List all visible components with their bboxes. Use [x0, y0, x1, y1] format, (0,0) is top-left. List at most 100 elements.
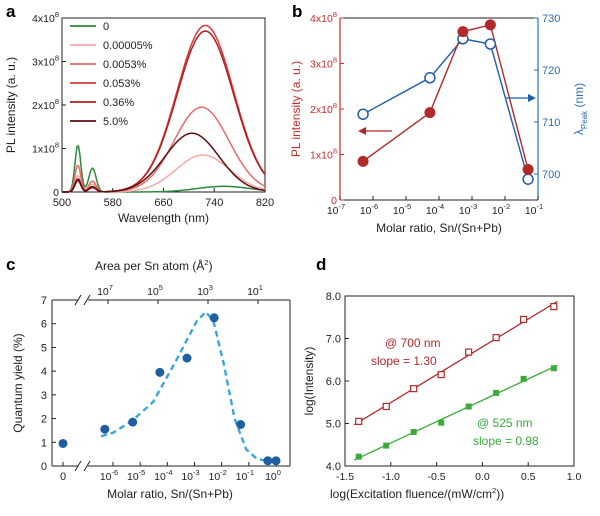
- y-tick-label-a-base: 4x10: [32, 13, 55, 25]
- x-tick-label-b: 10-3: [459, 202, 477, 217]
- y-left-tick-label-b-base: 3x10: [310, 59, 333, 71]
- x-tick-label-b: 10-5: [393, 202, 411, 217]
- x-tick-label-a: 500: [53, 197, 71, 209]
- x2-tick-label-c: 107: [97, 283, 113, 298]
- y-left-tick-label-b-sup: 8: [333, 56, 337, 65]
- data-point-d-700: [492, 334, 500, 342]
- data-point-c: [209, 313, 219, 323]
- x-tick-label-c-one-sup: 0: [277, 468, 281, 477]
- y-left-tick-label-b-sup: 8: [333, 101, 337, 110]
- y-tick-label-a: 2x108: [32, 97, 59, 112]
- y-tick-label-c: 3: [41, 390, 47, 402]
- data-point-d-525: [550, 365, 557, 372]
- panel-a-chart: 500 580 660 740 82001x1082x1083x1084x108Wave…: [4, 10, 274, 225]
- panel-letter-a: a: [6, 2, 16, 21]
- x-tick-label-c: 10-4: [154, 468, 172, 483]
- x-tick-label-c: 10-2: [208, 468, 226, 483]
- data-point-c: [271, 456, 281, 466]
- x-tick-label-c-sup: -6: [112, 468, 119, 477]
- x-tick-label-c: 10-1: [236, 468, 254, 483]
- x-tick-label-b-sup: -3: [471, 202, 478, 211]
- y-tick-label-a-sup: 8: [55, 141, 59, 150]
- data-point-d-525: [410, 429, 417, 435]
- x-tick-label-c-sup: -3: [193, 468, 200, 477]
- spectrum-line-0: [62, 145, 266, 193]
- x2-tick-label-c-base: 10: [197, 286, 209, 298]
- axis-break-gap-c-top: [78, 297, 88, 303]
- x-tick-label-b-base: 10: [393, 205, 405, 217]
- x-tick-label-c-base: 10: [181, 471, 193, 483]
- data-point-c: [100, 424, 110, 434]
- data-point-d-525: [520, 375, 527, 382]
- x-tick-label-d: 0.5: [521, 471, 536, 483]
- x-tick-label-d: 1.0: [567, 471, 582, 483]
- x-tick-label-b-base: 10: [459, 205, 471, 217]
- y-left-axis-label-b: PL intensity (a. u.): [289, 61, 303, 157]
- data-point-b-pl: [357, 155, 369, 167]
- x-tick-label-c-sup: -4: [166, 468, 173, 477]
- x-tick-label-b: 10-4: [426, 202, 444, 217]
- y-tick-label-a-sup: 8: [55, 10, 59, 19]
- x-tick-label-b-sup: -1: [537, 202, 544, 211]
- data-point-d-525: [438, 419, 445, 426]
- x-tick-label-c: 10-6: [100, 468, 118, 483]
- y-tick-label-a-sup: 8: [55, 54, 59, 63]
- x-tick-label-c: 10-5: [127, 468, 145, 483]
- data-point-b-peak: [484, 38, 497, 50]
- x-tick-label-b-base: 10: [492, 205, 504, 217]
- x-tick-label-b-sup: -4: [438, 202, 445, 211]
- series-line-b-pl: [362, 23, 529, 170]
- x2-tick-label-c: 103: [197, 283, 213, 298]
- y-tick-label-c: 2: [41, 414, 47, 426]
- legend-label-a-3: 0.053%: [103, 78, 141, 90]
- annotation-d-525-slope: slope = 0.98: [473, 434, 539, 448]
- data-point-d-525: [465, 403, 472, 410]
- x2-tick-label-c-base: 10: [97, 286, 109, 298]
- x-tick-label-c-sup: -5: [139, 468, 146, 477]
- x-axis-label-d: log(Excitation fluence/(mW/cm2)): [330, 486, 504, 501]
- x-tick-label-b-base: 10: [426, 205, 438, 217]
- y-tick-label-c: 4: [41, 366, 47, 378]
- data-point-b-pl: [457, 26, 469, 38]
- x-tick-label-b-sup: -6: [372, 202, 379, 211]
- x-tick-label-c-base: 10: [208, 471, 220, 483]
- x-tick-label-c-one: 100: [265, 468, 281, 483]
- data-point-b-peak: [522, 173, 534, 185]
- x-tick-label-a: 740: [205, 197, 223, 209]
- axis-break-c-top: [83, 294, 91, 306]
- y-tick-label-a: 1x108: [32, 141, 59, 156]
- axis-break-c-bottom: [74, 460, 82, 472]
- y-tick-label-c: 6: [41, 319, 47, 331]
- y-left-tick-label-b: 2x108: [310, 101, 337, 116]
- y-tick-label-a: 0: [53, 187, 59, 199]
- legend-label-a-2: 0.0053%: [103, 59, 147, 71]
- x-tick-label-d: 0.0: [475, 471, 490, 483]
- y-tick-label-c: 0: [41, 461, 47, 473]
- data-point-b-peak: [424, 72, 436, 84]
- y-tick-label-d: 5.0: [326, 419, 341, 431]
- axis-break-c-top: [74, 294, 82, 306]
- x-tick-label-c-base: 10: [100, 471, 112, 483]
- data-point-b-pl: [424, 107, 436, 119]
- x-tick-label-c-base: 10: [154, 471, 166, 483]
- y-left-tick-label-b: 1x108: [310, 147, 337, 162]
- legend-label-a-4: 0.36%: [103, 97, 134, 109]
- y-tick-label-a-sup: 8: [55, 97, 59, 106]
- y-right-tick-label-b: 730: [542, 13, 560, 25]
- panel-letter-c: c: [6, 255, 15, 274]
- y-right-tick-label-b: 710: [542, 117, 560, 129]
- x-tick-label-b-sup: -7: [339, 202, 346, 211]
- x2-tick-label-c-sup: 7: [109, 283, 113, 292]
- data-point-d-525: [493, 389, 500, 396]
- y-tick-label-d: 4.0: [326, 461, 341, 473]
- y-right-tick-label-b: 720: [542, 65, 560, 77]
- x-axis-label-d-tail: )): [496, 487, 504, 501]
- x-tick-label-c-zero: 0: [60, 471, 66, 483]
- x-axis-label-d-base: log(Excitation fluence/(mW/cm: [330, 487, 492, 501]
- x-axis-label-c: Molar ratio, Sn/(Sn+Pb): [107, 487, 233, 501]
- panel-d-chart: -1.5 -1.0 -0.5 0.0 0.5 1.0 4.0 5.0 6.0 7.0 8.0 log(…: [302, 291, 581, 501]
- x-tick-label-b: 10-1: [525, 202, 543, 217]
- data-point-c: [236, 420, 246, 429]
- annotation-d-700: @ 700 nm: [385, 336, 441, 350]
